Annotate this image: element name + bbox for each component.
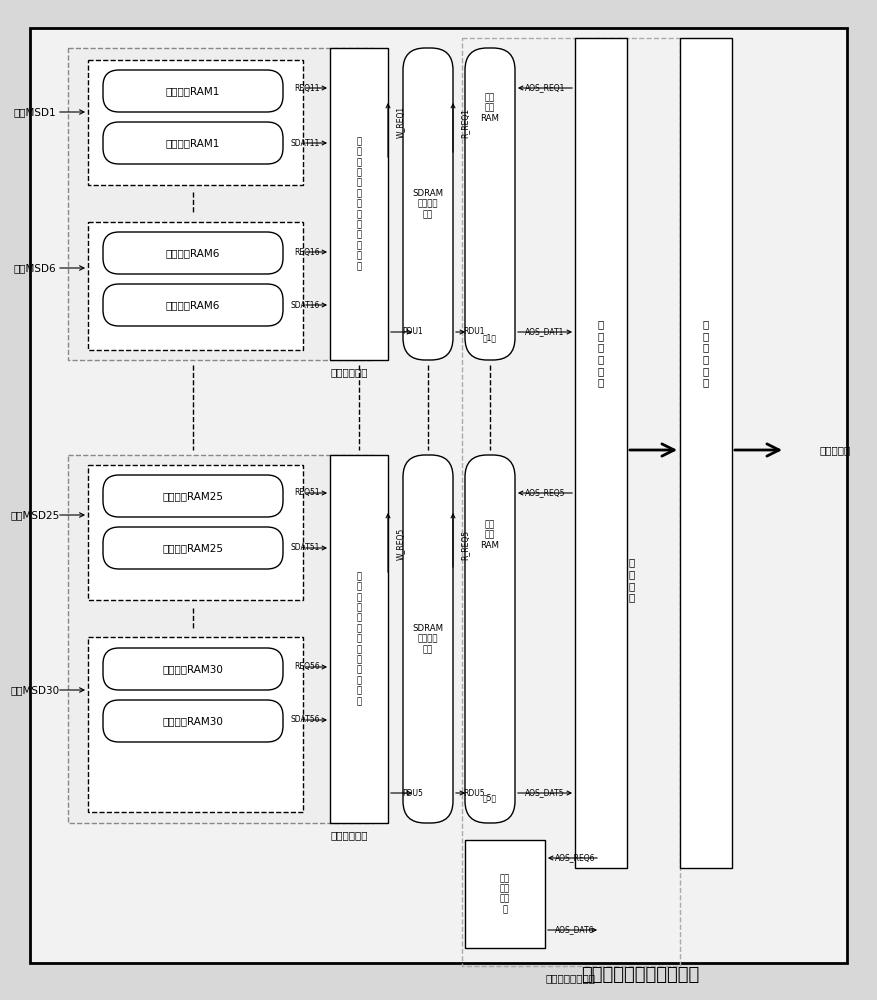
Text: AOS_REQ1: AOS_REQ1 bbox=[525, 84, 566, 93]
Text: REQ16: REQ16 bbox=[295, 247, 320, 256]
Bar bbox=[68, 48, 373, 360]
Text: SDAT51: SDAT51 bbox=[290, 544, 320, 552]
Text: PDU5: PDU5 bbox=[402, 788, 423, 798]
Bar bbox=[680, 38, 732, 868]
Text: SDRAM
优化控制
模块: SDRAM 优化控制 模块 bbox=[412, 189, 444, 219]
Text: R_REQ5: R_REQ5 bbox=[460, 530, 469, 560]
Text: 数据分包模块: 数据分包模块 bbox=[331, 830, 368, 840]
Text: 信源MSD30: 信源MSD30 bbox=[11, 685, 60, 695]
Text: 分段信息RAM25: 分段信息RAM25 bbox=[162, 543, 224, 553]
Text: 信源MSD6: 信源MSD6 bbox=[14, 263, 56, 273]
FancyBboxPatch shape bbox=[103, 284, 283, 326]
Text: 第1个: 第1个 bbox=[483, 334, 497, 342]
Text: RDU5: RDU5 bbox=[463, 788, 485, 798]
Text: 星载高速数据复接器系统: 星载高速数据复接器系统 bbox=[581, 966, 699, 984]
Bar bbox=[88, 465, 303, 600]
Text: 格
式
码
流: 格 式 码 流 bbox=[629, 558, 635, 602]
Text: 协
议
单
元
数
据
产
生
及
一
次
复
接: 协 议 单 元 数 据 产 生 及 一 次 复 接 bbox=[356, 572, 361, 706]
Bar bbox=[88, 60, 303, 185]
Text: 分段信息RAM30: 分段信息RAM30 bbox=[162, 716, 224, 726]
Text: 第5个: 第5个 bbox=[483, 794, 497, 802]
Bar bbox=[462, 38, 680, 966]
Text: AOS_DAT1: AOS_DAT1 bbox=[525, 328, 565, 336]
FancyBboxPatch shape bbox=[103, 648, 283, 690]
Text: AOS_DAT6: AOS_DAT6 bbox=[555, 926, 595, 934]
Text: AOS_REQ6: AOS_REQ6 bbox=[555, 854, 595, 862]
Text: AOS_DAT5: AOS_DAT5 bbox=[525, 788, 565, 798]
Text: W_REQ1: W_REQ1 bbox=[396, 106, 404, 138]
FancyBboxPatch shape bbox=[403, 455, 453, 823]
Text: 协
议
单
元
数
据
产
生
及
一
次
复
接: 协 议 单 元 数 据 产 生 及 一 次 复 接 bbox=[356, 137, 361, 271]
FancyBboxPatch shape bbox=[103, 232, 283, 274]
Text: 信
道
编
码
模
块: 信 道 编 码 模 块 bbox=[702, 319, 709, 387]
Bar bbox=[465, 840, 545, 948]
Text: 信源MSD1: 信源MSD1 bbox=[14, 107, 56, 117]
FancyBboxPatch shape bbox=[465, 455, 515, 823]
Bar bbox=[330, 455, 388, 823]
Text: 分段数据RAM25: 分段数据RAM25 bbox=[162, 491, 224, 501]
Text: SDAT16: SDAT16 bbox=[290, 300, 320, 310]
Text: REQ51: REQ51 bbox=[295, 488, 320, 497]
Text: 格式
数据
RAM: 格式 数据 RAM bbox=[481, 93, 500, 123]
Text: W_REQ5: W_REQ5 bbox=[396, 528, 404, 560]
Text: REQ56: REQ56 bbox=[295, 662, 320, 672]
Text: AOS_REQ5: AOS_REQ5 bbox=[525, 488, 566, 497]
Bar bbox=[575, 38, 627, 868]
Text: 分段数据RAM6: 分段数据RAM6 bbox=[166, 248, 220, 258]
Text: REQ11: REQ11 bbox=[295, 84, 320, 93]
Text: 虚
拟
信
道
调
度: 虚 拟 信 道 调 度 bbox=[598, 319, 604, 387]
Text: SDAT56: SDAT56 bbox=[290, 716, 320, 724]
Bar bbox=[330, 48, 388, 360]
Text: RDU1: RDU1 bbox=[463, 328, 484, 336]
Text: PDU1: PDU1 bbox=[402, 328, 423, 336]
FancyBboxPatch shape bbox=[465, 48, 515, 360]
Bar bbox=[88, 222, 303, 350]
Text: SDRAM
优化控制
模块: SDRAM 优化控制 模块 bbox=[412, 624, 444, 654]
Text: 分段数据RAM1: 分段数据RAM1 bbox=[166, 86, 220, 96]
FancyBboxPatch shape bbox=[103, 527, 283, 569]
FancyBboxPatch shape bbox=[103, 70, 283, 112]
FancyBboxPatch shape bbox=[403, 48, 453, 360]
FancyBboxPatch shape bbox=[103, 475, 283, 517]
Text: 格式
数据
RAM: 格式 数据 RAM bbox=[481, 520, 500, 550]
Text: 虚拟信道调度模块: 虚拟信道调度模块 bbox=[546, 973, 596, 983]
Text: 数据分包模块: 数据分包模块 bbox=[331, 367, 368, 377]
Text: 分段信息RAM6: 分段信息RAM6 bbox=[166, 300, 220, 310]
Text: SDAT11: SDAT11 bbox=[291, 138, 320, 147]
Text: 数据传输帧: 数据传输帧 bbox=[819, 445, 851, 455]
Text: 分段数据RAM30: 分段数据RAM30 bbox=[162, 664, 224, 674]
Bar bbox=[88, 637, 303, 812]
FancyBboxPatch shape bbox=[103, 122, 283, 164]
Text: R_REQ1: R_REQ1 bbox=[460, 108, 469, 138]
Text: 分段信息RAM1: 分段信息RAM1 bbox=[166, 138, 220, 148]
FancyBboxPatch shape bbox=[103, 700, 283, 742]
Bar bbox=[68, 455, 373, 823]
Text: 填充
帧产
生单
元: 填充 帧产 生单 元 bbox=[500, 874, 510, 914]
Text: 信源MSD25: 信源MSD25 bbox=[11, 510, 60, 520]
